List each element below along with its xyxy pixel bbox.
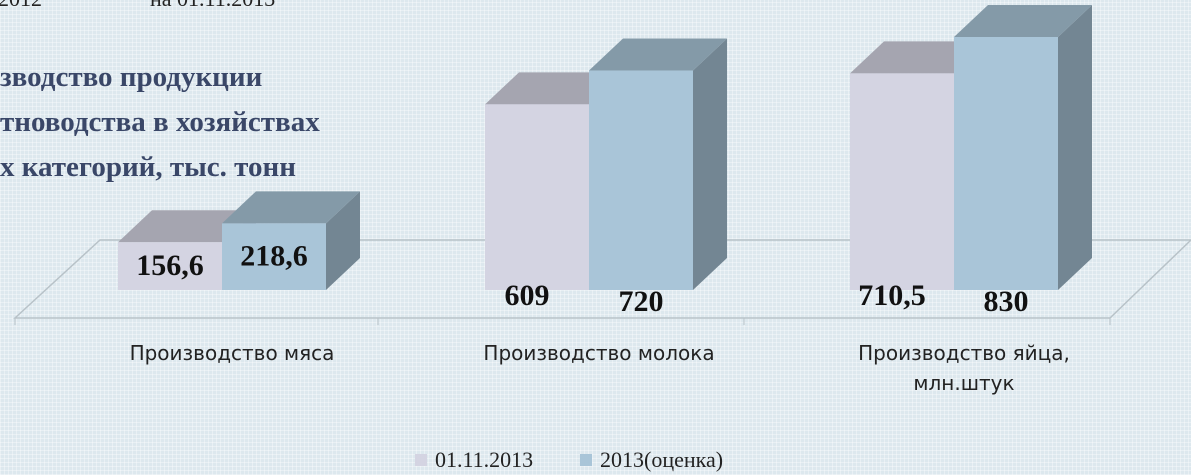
- bar-top: [118, 210, 256, 243]
- bar-side: [326, 191, 360, 290]
- bar-top: [954, 5, 1092, 37]
- floor: [13, 239, 1191, 319]
- bar-top: [850, 41, 988, 74]
- chart-title: тноводства в хозяйствах: [0, 106, 320, 138]
- bar-top: [589, 38, 727, 71]
- chart-title: зводство продукции: [0, 61, 262, 93]
- bar-top: [485, 72, 623, 105]
- bar-top: [222, 191, 360, 224]
- data-label: 156,6: [136, 249, 204, 282]
- x-tick-label: Производство молока: [483, 341, 715, 365]
- bar: [485, 104, 589, 291]
- data-label: 830: [984, 285, 1029, 318]
- legend-swatch: [415, 454, 427, 466]
- bar: [850, 73, 954, 290]
- data-label: 720: [619, 285, 664, 318]
- data-label: 218,6: [240, 240, 308, 273]
- top-note: 2012: [0, 0, 42, 11]
- data-label: 710,5: [858, 279, 926, 312]
- data-label: 609: [505, 279, 550, 312]
- legend-label: 2013(оценка): [600, 447, 723, 472]
- bar: [222, 223, 326, 290]
- legend-swatch: [580, 454, 592, 466]
- bar: [589, 70, 693, 290]
- bar: [954, 37, 1058, 290]
- bar-side: [693, 38, 727, 290]
- legend-label: 01.11.2013: [435, 447, 533, 472]
- x-tick-label: Производство яйца, млн.штук: [858, 341, 1070, 395]
- top-note: на 01.11.2013: [150, 0, 275, 11]
- x-tick-label: Производство мяса: [129, 341, 335, 365]
- bar: [118, 242, 222, 290]
- chart-title: х категорий, тыс. тонн: [0, 151, 296, 183]
- bar-side: [1058, 5, 1092, 290]
